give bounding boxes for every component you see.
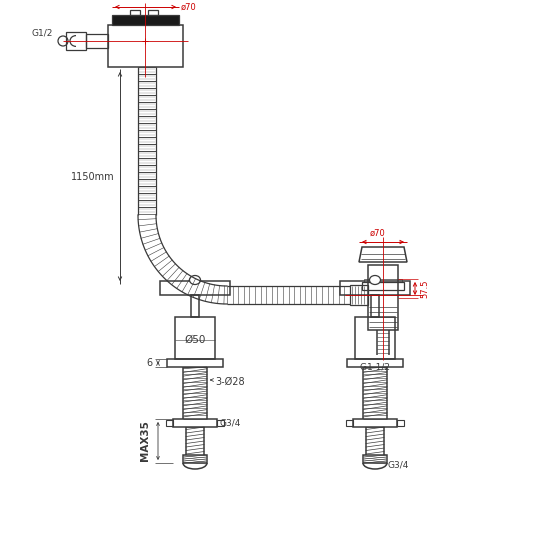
Ellipse shape (189, 276, 201, 285)
Bar (364, 279, 402, 282)
Bar (66, 32, 86, 50)
Bar (397, 420, 404, 426)
Bar (347, 359, 403, 367)
Bar (371, 295, 379, 317)
Bar (148, 10, 158, 15)
Text: Ø50: Ø50 (185, 335, 205, 345)
Bar (130, 10, 140, 15)
Bar (363, 455, 387, 463)
Bar (217, 420, 224, 426)
Text: ø70: ø70 (181, 3, 197, 11)
Bar (191, 295, 199, 317)
Bar (355, 317, 395, 359)
Bar (362, 282, 404, 290)
Bar (340, 281, 410, 295)
Bar (353, 419, 397, 427)
Bar (175, 317, 215, 359)
Text: MAX35: MAX35 (140, 421, 150, 461)
Ellipse shape (370, 276, 380, 285)
Bar (86, 34, 108, 48)
Bar (173, 419, 217, 427)
Bar (167, 359, 223, 367)
Bar (183, 455, 207, 463)
Text: ø70: ø70 (370, 229, 386, 238)
Bar (160, 281, 230, 295)
Bar (112, 15, 179, 25)
Text: G3/4: G3/4 (219, 418, 240, 427)
Text: 57.5: 57.5 (420, 279, 429, 298)
Bar (108, 25, 183, 67)
Bar (350, 285, 368, 305)
Text: G3/4: G3/4 (387, 460, 408, 469)
Text: 3-Ø28: 3-Ø28 (215, 377, 244, 387)
Text: G1 1/2: G1 1/2 (360, 363, 390, 372)
Bar (346, 420, 353, 426)
Bar (166, 420, 173, 426)
Text: G1/2: G1/2 (32, 28, 53, 37)
Text: 6: 6 (146, 358, 152, 368)
Text: 1150mm: 1150mm (71, 172, 115, 181)
Bar (368, 265, 398, 330)
